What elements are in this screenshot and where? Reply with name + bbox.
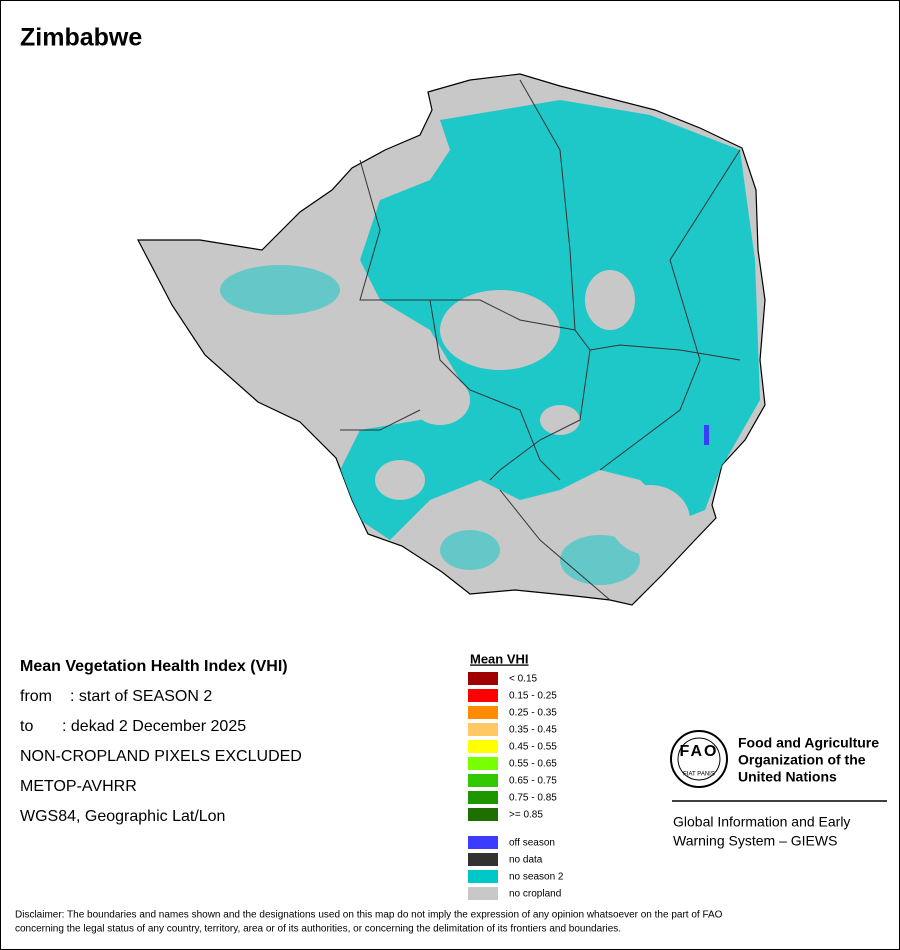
- legend-label: 0.25 - 0.35: [509, 708, 557, 719]
- logo-motto: FIAT PANIS: [683, 772, 715, 778]
- legend-label: no cropland: [509, 889, 561, 900]
- legend-swatch: [468, 740, 498, 753]
- legend-label: 0.15 - 0.25: [509, 691, 557, 702]
- legend-label: off season: [509, 838, 555, 849]
- legend-label: < 0.15: [509, 674, 538, 685]
- legend-label: 0.55 - 0.65: [509, 759, 557, 770]
- legend-swatch: [468, 672, 498, 685]
- title: Zimbabwe: [20, 24, 142, 52]
- legend-swatch: [468, 689, 498, 702]
- logo-letters: FAO: [680, 743, 719, 760]
- legend-swatch: [468, 808, 498, 821]
- org-name: United Nations: [738, 769, 837, 785]
- legend-label: 0.35 - 0.45: [509, 725, 557, 736]
- legend-swatch: [468, 723, 498, 736]
- period-label: from: [20, 688, 52, 705]
- legend-label: 0.45 - 0.55: [509, 742, 557, 753]
- fao-logo: [670, 730, 887, 802]
- period-label: to: [20, 718, 33, 735]
- non-season-gaps: [375, 270, 690, 555]
- legend-label: no season 2: [509, 872, 564, 883]
- legend-swatch: [468, 774, 498, 787]
- legend-swatch: [468, 853, 498, 866]
- province-borders: [340, 79, 741, 601]
- period-text: : start of SEASON 2: [70, 688, 212, 705]
- info-note: WGS84, Geographic Lat/Lon: [20, 808, 225, 825]
- org-name: Organization of the: [738, 752, 866, 768]
- system-name: Global Information and Early: [673, 814, 850, 830]
- legend-label: 0.65 - 0.75: [509, 776, 557, 787]
- legend-title: Mean VHI: [470, 651, 529, 666]
- legend-swatch: [468, 870, 498, 883]
- disclaimer: Disclaimer: The boundaries and names sho…: [15, 910, 723, 921]
- legend-swatch: [468, 757, 498, 770]
- country: [137, 73, 766, 606]
- info-note: NON-CROPLAND PIXELS EXCLUDED: [20, 748, 302, 765]
- period-text: : dekad 2 December 2025: [62, 718, 246, 735]
- legend-swatch: [468, 887, 498, 900]
- legend-label: no data: [509, 855, 543, 866]
- legend-label: 0.75 - 0.85: [509, 793, 557, 804]
- system-name: Warning System – GIEWS: [673, 833, 837, 849]
- legend-swatch: [468, 706, 498, 719]
- legend-swatch: [468, 836, 498, 849]
- info-note: METOP-AVHRR: [20, 778, 137, 795]
- legend-swatch: [468, 791, 498, 804]
- legend-label: >= 0.85: [509, 810, 543, 821]
- info-heading: Mean Vegetation Health Index (VHI): [20, 658, 288, 675]
- off-season-patch: [704, 425, 709, 445]
- disclaimer: concerning the legal status of any count…: [15, 924, 621, 935]
- org-name: Food and Agriculture: [738, 735, 879, 751]
